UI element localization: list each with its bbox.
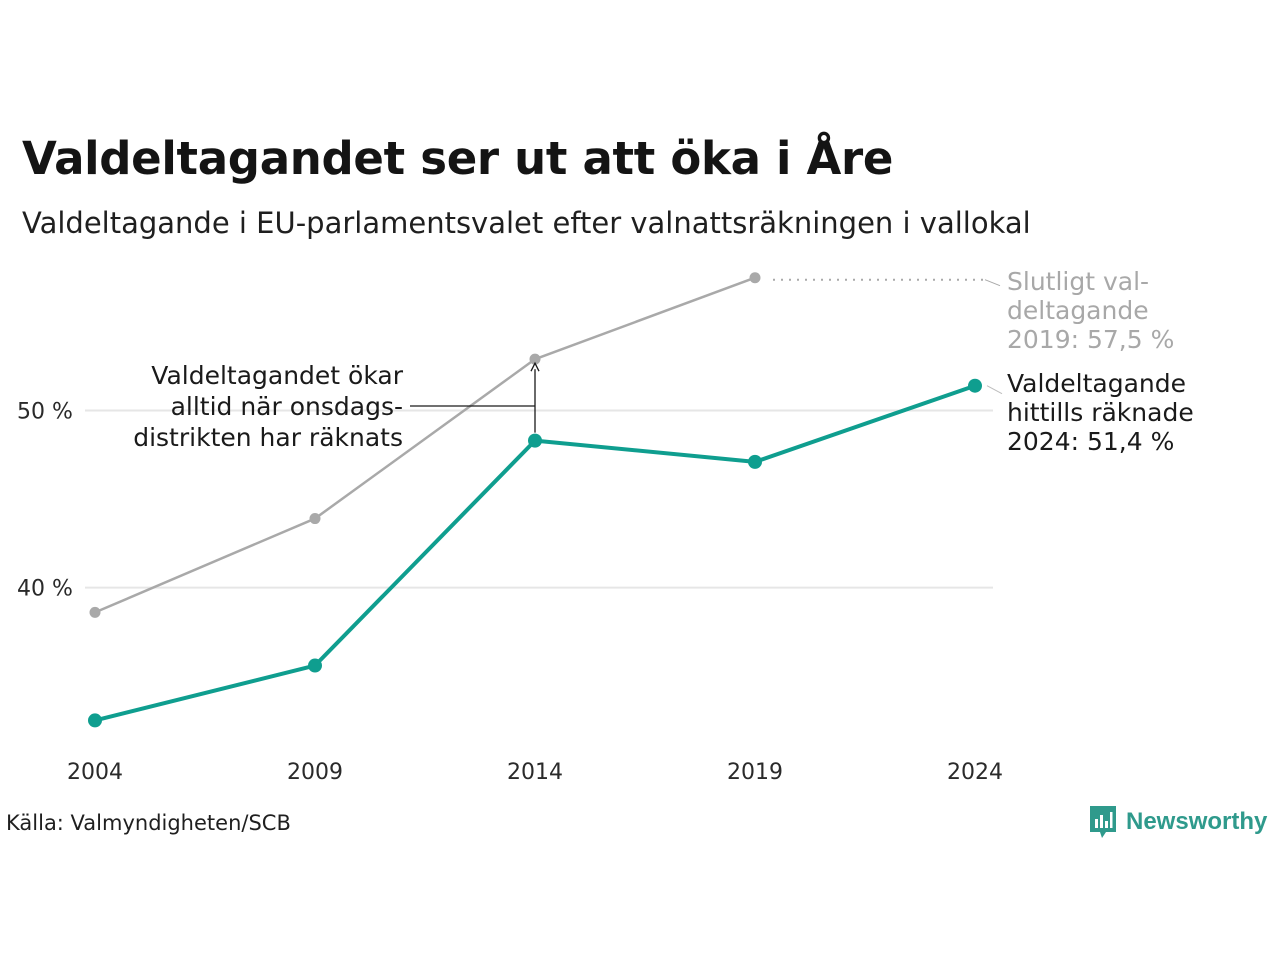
chart-title: Valdeltagandet ser ut att öka i Åre (22, 132, 894, 185)
point-counted-2024 (968, 378, 982, 393)
counted-label-line-2: hittills räknade (1007, 398, 1194, 427)
counted-label-line-3: 2024: 51,4 % (1007, 427, 1174, 456)
point-counted-2004 (88, 713, 102, 728)
final-label-line-2: deltagande (1007, 296, 1149, 325)
point-final-2014 (529, 353, 541, 365)
counted-label-line-1: Valdeltagande (1007, 369, 1186, 398)
counted-label-connector (986, 385, 1003, 395)
point-counted-2014 (528, 433, 542, 448)
y-tick-label-50: 50 % (17, 400, 73, 425)
note-line-3: distrikten har räknats (133, 423, 403, 452)
final-label-line-1: Slutligt val- (1007, 267, 1149, 296)
point-final-2019 (749, 272, 761, 284)
brand-name: Newsworthy (1126, 808, 1268, 835)
y-axis-ticks: 40 % 50 % (17, 400, 73, 602)
x-tick-label-2024: 2024 (947, 760, 1003, 785)
point-counted-2019 (748, 454, 762, 469)
note-arrow-head (530, 361, 540, 372)
series-points (88, 272, 982, 728)
series-lines (94, 276, 976, 723)
note-line-1: Valdeltagandet ökar (151, 361, 403, 390)
x-tick-label-2009: 2009 (287, 760, 343, 785)
y-tick-label-40: 40 % (17, 577, 73, 602)
point-final-2004 (89, 606, 101, 618)
final-label-connector (984, 279, 1001, 287)
x-tick-label-2019: 2019 (727, 760, 783, 785)
x-axis-ticks: 2004 2009 2014 2019 2024 (67, 760, 1003, 785)
point-final-2009 (309, 513, 321, 525)
newsworthy-logo-icon (1090, 806, 1116, 838)
source-note: Källa: Valmyndigheten/SCB (6, 811, 291, 835)
final-label-line-3: 2019: 57,5 % (1007, 325, 1174, 354)
note-line-2: alltid när onsdags- (171, 392, 403, 421)
grid-lines (85, 409, 993, 589)
point-counted-2009 (308, 658, 322, 673)
brand-logo: Newsworthy (1088, 804, 1267, 840)
x-tick-label-2014: 2014 (507, 760, 563, 785)
chart-subtitle: Valdeltagande i EU-parlamentsvalet efter… (22, 206, 1031, 240)
series-line-final (94, 276, 756, 614)
x-tick-label-2004: 2004 (67, 760, 123, 785)
